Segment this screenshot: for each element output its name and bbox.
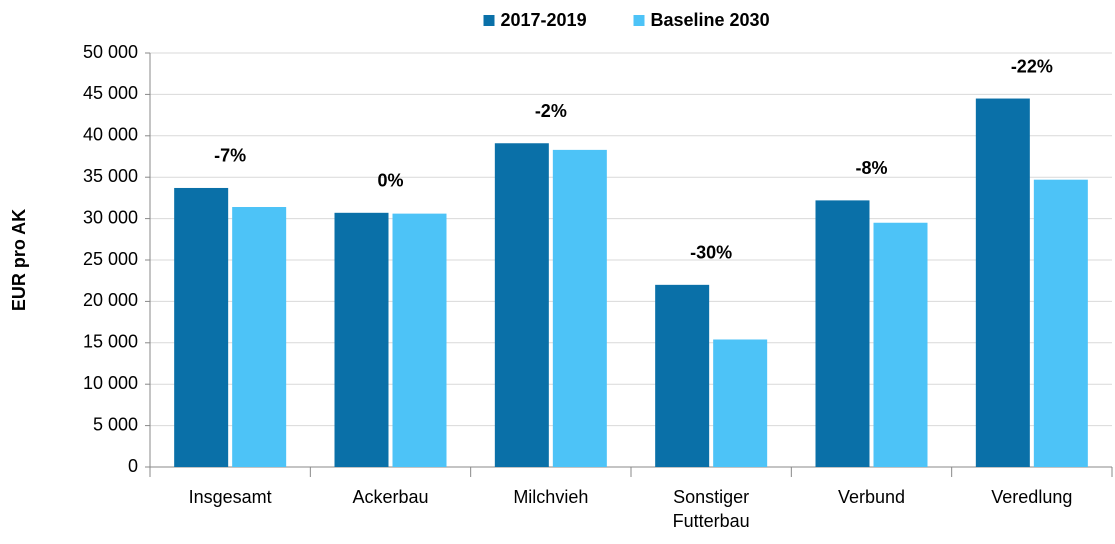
y-tick-label: 15 000 (83, 332, 138, 352)
annotation: -22% (1011, 56, 1053, 76)
bar (713, 339, 768, 467)
legend-swatch (483, 15, 495, 26)
y-tick-label: 20 000 (83, 290, 138, 310)
legend-swatch (633, 15, 645, 26)
bar (174, 187, 229, 468)
y-axis-label: EUR pro AK (9, 209, 29, 311)
y-tick-label: 35 000 (83, 166, 138, 186)
bar (1033, 179, 1088, 467)
annotation: -2% (535, 101, 567, 121)
annotation: 0% (377, 171, 403, 191)
bar (975, 98, 1030, 467)
x-tick-label: Insgesamt (188, 487, 272, 507)
y-tick-label: 0 (128, 456, 138, 476)
x-tick-label: Verbund (837, 487, 906, 507)
x-tick-label: Veredlung (991, 487, 1073, 507)
x-tick-label: Sonstiger Futterbau (672, 487, 750, 531)
y-tick-label: 45 000 (83, 83, 138, 103)
bar (815, 200, 870, 467)
y-tick-label: 30 000 (83, 207, 138, 227)
legend-label: Baseline 2030 (651, 10, 770, 30)
bar (655, 284, 710, 467)
bar (232, 207, 287, 467)
y-tick-label: 25 000 (83, 249, 138, 269)
x-tick-label: Milchvieh (513, 487, 589, 507)
annotation: -7% (214, 146, 246, 166)
bar (334, 212, 389, 467)
annotation: -30% (690, 243, 732, 263)
bar (873, 222, 928, 467)
y-tick-label: 50 000 (83, 42, 138, 62)
legend-label: 2017-2019 (501, 10, 587, 30)
bar (494, 143, 549, 467)
annotation: -8% (855, 158, 887, 178)
y-tick-label: 40 000 (83, 125, 138, 145)
bar (392, 213, 447, 467)
y-tick-label: 10 000 (83, 373, 138, 393)
x-tick-label: Ackerbau (352, 487, 429, 507)
y-tick-label: 5 000 (93, 414, 138, 434)
bar (552, 149, 607, 467)
